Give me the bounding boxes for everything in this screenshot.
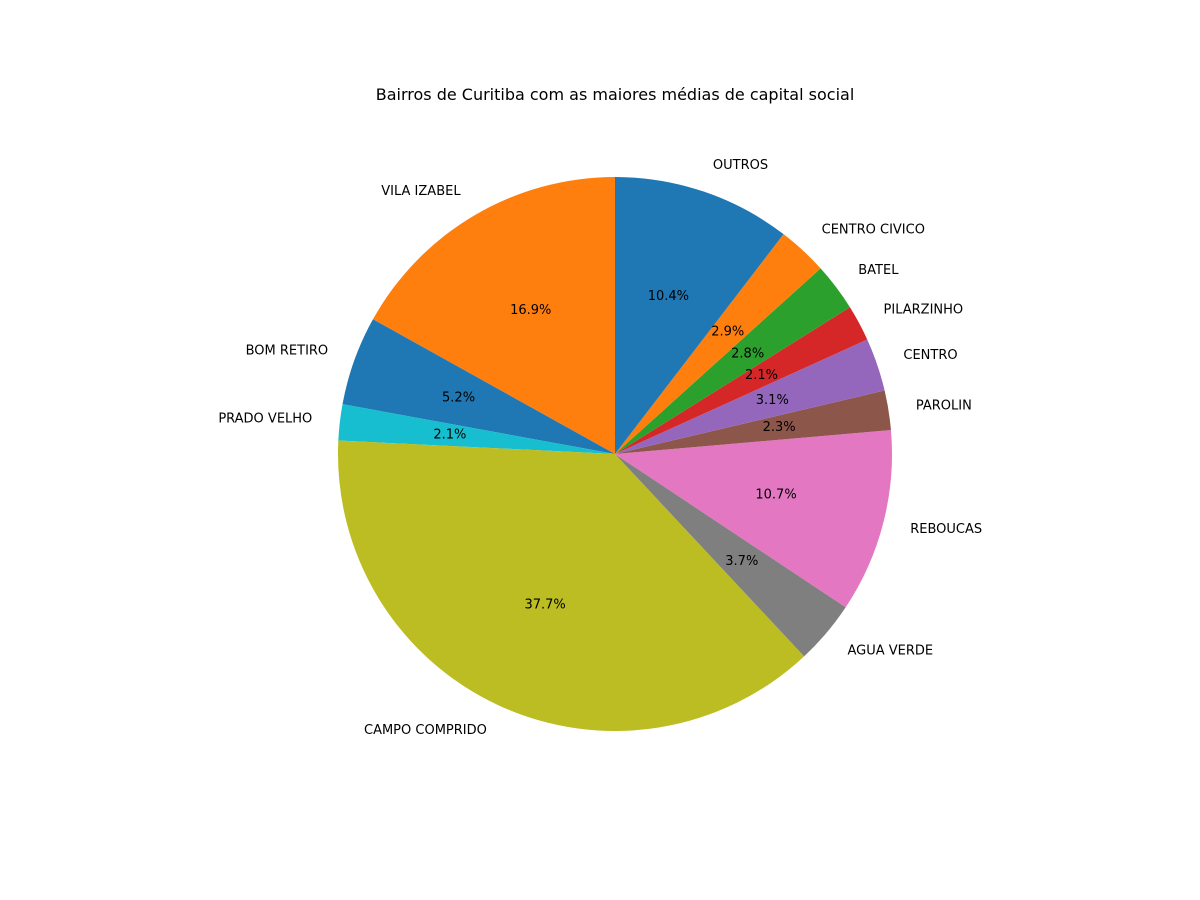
pie-slice (338, 440, 805, 731)
slice-label: PILARZINHO (884, 303, 964, 318)
slice-percent-label: 16.9% (510, 303, 551, 318)
slice-label: CAMPO COMPRIDO (364, 723, 487, 738)
slice-percent-label: 2.3% (763, 420, 796, 435)
slice-label: REBOUCAS (910, 522, 982, 537)
slice-label: VILA IZABEL (381, 184, 461, 199)
slice-label: BOM RETIRO (246, 344, 329, 359)
slice-percent-label: 5.2% (442, 390, 475, 405)
pie-slice (615, 268, 850, 454)
pie-slice (342, 319, 615, 454)
pie-slice (615, 454, 846, 657)
slice-label: PAROLIN (916, 398, 972, 413)
chart-title: Bairros de Curitiba com as maiores média… (376, 85, 855, 104)
slice-label: CENTRO (903, 348, 957, 363)
slice-labels-layer: VILA IZABEL BOM RETIRO PRADO VELHO CAMPO CO… (218, 158, 982, 738)
pie-slice (615, 339, 885, 454)
slice-label: AGUA VERDE (847, 643, 933, 658)
slice-percent-label: 2.8% (731, 346, 764, 361)
percent-labels-layer: 16.9% 5.2% 2.1% 37.7% 3.7% 10.7% 2.3% 3.1% 2.1% 2… (433, 289, 796, 612)
pie-slice (615, 307, 868, 454)
slice-label: BATEL (858, 263, 899, 278)
slice-label: CENTRO CIVICO (822, 223, 925, 238)
slice-percent-label: 3.7% (725, 554, 758, 569)
slice-percent-label: 2.9% (711, 324, 744, 339)
slice-percent-label: 10.4% (648, 289, 689, 304)
pie-slice (338, 404, 615, 454)
slice-percent-label: 2.1% (433, 427, 466, 442)
slice-percent-label: 37.7% (524, 597, 565, 612)
pie-slice (615, 234, 821, 454)
slice-label: OUTROS (713, 158, 768, 173)
slices-layer (338, 177, 893, 731)
pie-slice (615, 390, 891, 454)
slice-label: PRADO VELHO (218, 412, 312, 427)
slice-percent-label: 10.7% (755, 488, 796, 503)
pie-slice (372, 177, 615, 454)
slice-percent-label: 2.1% (745, 368, 778, 383)
pie-slice (615, 177, 784, 454)
slice-percent-label: 3.1% (756, 393, 789, 408)
pie-slice (615, 430, 893, 608)
